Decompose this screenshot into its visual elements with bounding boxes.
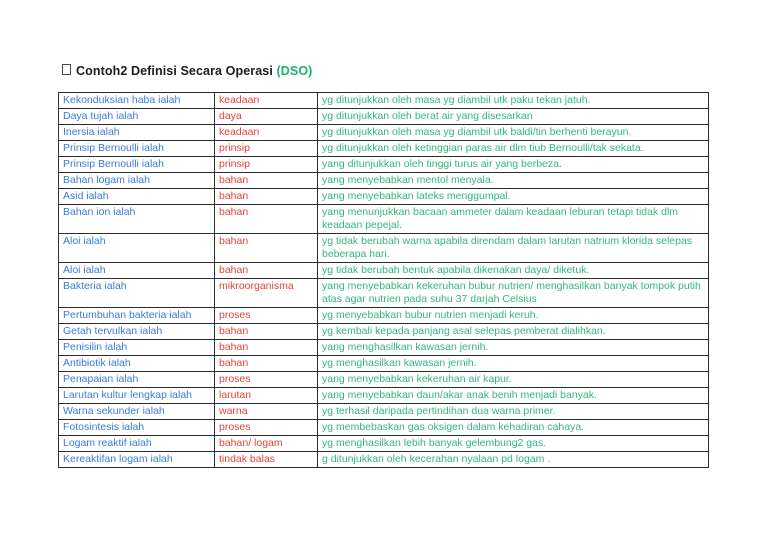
definition-cell: yang menyebabkan kekeruhan bubur nutrien… — [317, 278, 709, 308]
page-title-highlight: (DSO) — [276, 64, 313, 78]
category-cell: bahan — [214, 262, 318, 279]
definition-cell: yang menyebabkan lateks menggumpal. — [317, 188, 709, 205]
category-cell: prinsip — [214, 156, 318, 173]
term-cell: Prinsip Bernoulli ialah — [58, 140, 215, 157]
definition-cell: g ditunjukkan oleh kecerahan nyalaan pd … — [317, 451, 709, 468]
table-row: Pertumbuhan bakteria ialah proses yg menye… — [58, 307, 709, 324]
table-row: Fotosintesis ialah proses yg membebaskan g… — [58, 419, 709, 436]
definition-cell: yg terhasil daripada pertindihan dua war… — [317, 403, 709, 420]
definition-cell: yang ditunjukkan oleh tinggi turus air y… — [317, 156, 709, 173]
term-cell: Aloi ialah — [58, 233, 215, 263]
definition-cell: yang menghasilkan kawasan jernih. — [317, 339, 709, 356]
table-row: Getah tervulkan ialah bahan yg kembali kep… — [58, 323, 709, 340]
table-row: Aloi ialah bahan yg tidak berubah bentuk a… — [58, 262, 709, 279]
definition-cell: yg ditunjukkan oleh berat air yang dises… — [317, 108, 709, 125]
definition-cell: yang menunjukkan bacaan ammeter dalam ke… — [317, 204, 709, 234]
definition-cell: yg tidak berubah warna apabila direndam … — [317, 233, 709, 263]
term-cell: Aloi ialah — [58, 262, 215, 279]
table-row: Penapaian ialah proses yang menyebabkan ke… — [58, 371, 709, 388]
missing-glyph-icon — [62, 64, 71, 75]
category-cell: keadaan — [214, 92, 318, 109]
category-cell: bahan — [214, 204, 318, 234]
term-cell: Penisilin ialah — [58, 339, 215, 356]
definition-cell: yg kembali kepada panjang asal selepas p… — [317, 323, 709, 340]
table-row: Warna sekunder ialah warna yg terhasil dar… — [58, 403, 709, 420]
term-cell: Asid ialah — [58, 188, 215, 205]
definition-cell: yg menyebabkan bubur nutrien menjadi ker… — [317, 307, 709, 324]
term-cell: Bahan logam ialah — [58, 172, 215, 189]
definition-cell: yg ditunjukkan oleh ketinggian paras air… — [317, 140, 709, 157]
category-cell: tindak balas — [214, 451, 318, 468]
definition-cell: yang menyebabkan daun/akar anak benih me… — [317, 387, 709, 404]
page-title-text: Contoh2 Definisi Secara Operasi — [76, 64, 273, 78]
definition-cell: yg menghasilkan kawasan jernih. — [317, 355, 709, 372]
table-row: Bahan logam ialah bahan yang menyebabkan m… — [58, 172, 709, 189]
table-row: Prinsip Bernoulli ialah prinsip yg ditunju… — [58, 140, 709, 157]
category-cell: bahan — [214, 355, 318, 372]
table-row: Logam reaktif ialah bahan/ logam yg mengha… — [58, 435, 709, 452]
page-title: Contoh2 Definisi Secara Operasi (DSO) — [62, 64, 312, 78]
term-cell: Prinsip Bernoulli ialah — [58, 156, 215, 173]
category-cell: mikroorganisma — [214, 278, 318, 308]
term-cell: Warna sekunder ialah — [58, 403, 215, 420]
category-cell: daya — [214, 108, 318, 125]
category-cell: prinsip — [214, 140, 318, 157]
table-row: Inersia ialah keadaan yg ditunjukkan oleh … — [58, 124, 709, 141]
term-cell: Bakteria ialah — [58, 278, 215, 308]
term-cell: Kekonduksian haba ialah — [58, 92, 215, 109]
term-cell: Fotosintesis ialah — [58, 419, 215, 436]
table-row: Daya tujah ialah daya yg ditunjukkan oleh … — [58, 108, 709, 125]
definition-cell: yg menghasilkan lebih banyak gelembung2 … — [317, 435, 709, 452]
category-cell: proses — [214, 419, 318, 436]
table-row: Bakteria ialah mikroorganisma yang menyeba… — [58, 278, 709, 308]
category-cell: larutan — [214, 387, 318, 404]
table-row: Kekonduksian haba ialah keadaan yg ditunju… — [58, 92, 709, 109]
term-cell: Logam reaktif ialah — [58, 435, 215, 452]
term-cell: Getah tervulkan ialah — [58, 323, 215, 340]
definitions-table: Kekonduksian haba ialah keadaan yg ditunju… — [58, 92, 709, 468]
table-row: Prinsip Bernoulli ialah prinsip yang ditun… — [58, 156, 709, 173]
term-cell: Antibiotik ialah — [58, 355, 215, 372]
category-cell: bahan — [214, 339, 318, 356]
definition-cell: yang menyebabkan kekeruhan air kapur. — [317, 371, 709, 388]
definition-cell: yang menyebabkan mentol menyala. — [317, 172, 709, 189]
term-cell: Penapaian ialah — [58, 371, 215, 388]
term-cell: Inersia ialah — [58, 124, 215, 141]
table-row: Penisilin ialah bahan yang menghasilkan ka… — [58, 339, 709, 356]
definition-cell: yg ditunjukkan oleh masa yg diambil utk … — [317, 124, 709, 141]
category-cell: keadaan — [214, 124, 318, 141]
category-cell: bahan — [214, 233, 318, 263]
term-cell: Pertumbuhan bakteria ialah — [58, 307, 215, 324]
table-row: Aloi ialah bahan yg tidak berubah warna ap… — [58, 233, 709, 263]
term-cell: Daya tujah ialah — [58, 108, 215, 125]
term-cell: Larutan kultur lengkap ialah — [58, 387, 215, 404]
table-row: Kereaktifan logam ialah tindak balas g dit… — [58, 451, 709, 468]
category-cell: bahan — [214, 188, 318, 205]
category-cell: bahan — [214, 172, 318, 189]
definition-cell: yg tidak berubah bentuk apabila dikenaka… — [317, 262, 709, 279]
table-row: Larutan kultur lengkap ialah larutan yang … — [58, 387, 709, 404]
table-row: Antibiotik ialah bahan yg menghasilkan kaw… — [58, 355, 709, 372]
definition-cell: yg membebaskan gas oksigen dalam kehadir… — [317, 419, 709, 436]
category-cell: proses — [214, 307, 318, 324]
category-cell: bahan — [214, 323, 318, 340]
category-cell: proses — [214, 371, 318, 388]
table-row: Bahan ion ialah bahan yang menunjukkan bac… — [58, 204, 709, 234]
category-cell: warna — [214, 403, 318, 420]
table-row: Asid ialah bahan yang menyebabkan lateks m… — [58, 188, 709, 205]
term-cell: Kereaktifan logam ialah — [58, 451, 215, 468]
definition-cell: yg ditunjukkan oleh masa yg diambil utk … — [317, 92, 709, 109]
category-cell: bahan/ logam — [214, 435, 318, 452]
term-cell: Bahan ion ialah — [58, 204, 215, 234]
